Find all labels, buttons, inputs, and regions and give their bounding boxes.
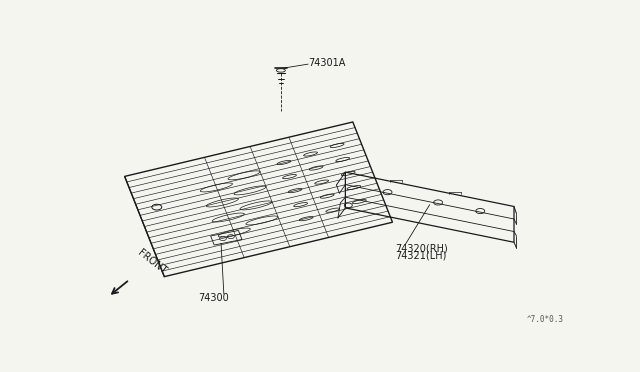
Text: 74300: 74300 — [198, 293, 229, 303]
Text: 74321(LH): 74321(LH) — [395, 250, 446, 260]
Text: ^7.0*0.3: ^7.0*0.3 — [527, 315, 564, 324]
Text: FRONT: FRONT — [136, 247, 168, 276]
Text: 74301A: 74301A — [308, 58, 346, 68]
Text: 74320(RH): 74320(RH) — [395, 243, 448, 253]
